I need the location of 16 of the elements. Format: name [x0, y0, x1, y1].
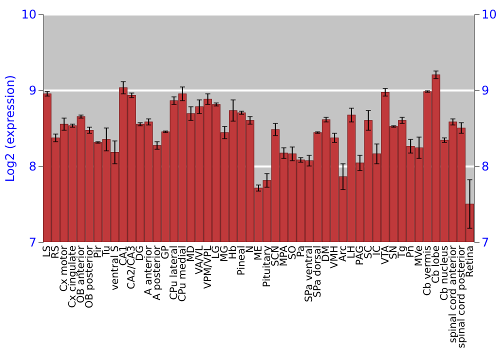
x-tick-label: OB posterior: [84, 244, 96, 308]
x-tick-label: Pituitary: [262, 245, 273, 288]
y2-tick-label: 8: [482, 160, 490, 174]
x-tick-label: A posterior: [152, 244, 164, 300]
y-tick-label: 9: [28, 84, 36, 98]
x-tick-label: spinal cord posterior: [456, 244, 468, 348]
x-tick-label: ME: [254, 246, 264, 260]
y2-tick-label: 9: [482, 84, 490, 98]
x-tick-label: Tg: [397, 246, 408, 259]
y-tick-label: 10: [21, 8, 36, 22]
y-axis-title: Log2 (expression): [3, 75, 18, 182]
y2-tick-label: 10: [482, 8, 497, 22]
x-tick-label: Retina: [464, 246, 476, 278]
y2-tick-label: 7: [482, 236, 490, 250]
y-tick-label: 7: [28, 236, 36, 250]
y-tick-label: 8: [28, 160, 36, 174]
